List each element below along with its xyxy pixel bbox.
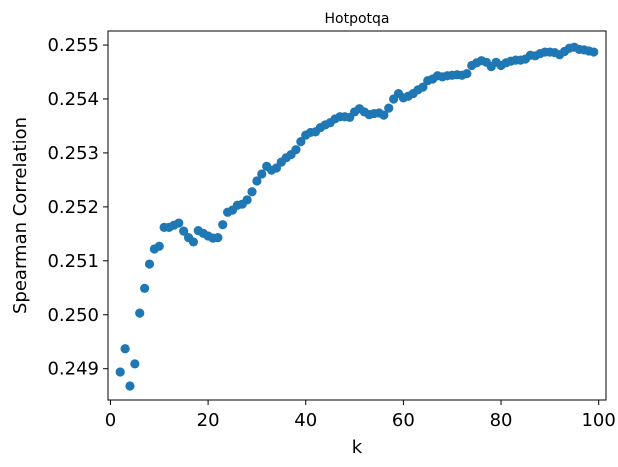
data-point: [291, 145, 301, 155]
x-tick-label: 60: [392, 410, 415, 431]
data-point: [188, 237, 199, 247]
data-points: [115, 42, 599, 391]
data-point: [247, 187, 257, 197]
data-point: [218, 220, 228, 230]
data-point: [130, 359, 140, 369]
data-point: [154, 241, 164, 251]
data-point: [242, 195, 252, 205]
data-point: [252, 176, 262, 186]
chart-title: Hotpotqa: [325, 11, 390, 27]
data-point: [144, 259, 155, 269]
x-tick-label: 100: [581, 410, 615, 431]
x-tick-label: 20: [197, 410, 220, 431]
data-point: [135, 308, 145, 318]
y-tick-label: 0.254: [47, 89, 99, 110]
y-axis: 0.249 0.250 0.251 0.252 0.253 0.254 0.255: [47, 35, 108, 380]
data-point: [589, 47, 599, 57]
data-point: [384, 103, 394, 113]
data-point: [379, 110, 389, 120]
data-point: [140, 283, 150, 293]
data-point: [418, 82, 428, 92]
y-tick-label: 0.252: [47, 197, 99, 218]
y-tick-label: 0.255: [47, 35, 99, 56]
y-tick-label: 0.249: [47, 359, 99, 380]
data-point: [462, 69, 472, 79]
data-point: [257, 169, 267, 179]
x-tick-label: 80: [490, 410, 513, 431]
x-axis-label: k: [352, 437, 363, 458]
y-tick-label: 0.251: [47, 251, 99, 272]
plot-frame: [107, 30, 607, 401]
x-tick-label: 0: [105, 410, 116, 431]
x-axis: 0 20 40 60 80 100: [105, 400, 616, 431]
data-point: [120, 344, 130, 354]
y-axis-label: Spearman Correlation: [10, 117, 31, 314]
data-point: [115, 367, 125, 377]
y-tick-label: 0.253: [47, 143, 99, 164]
data-point: [213, 233, 223, 243]
data-point: [179, 226, 189, 236]
y-tick-label: 0.250: [47, 305, 99, 326]
data-point: [125, 381, 135, 391]
data-point: [174, 218, 184, 228]
x-tick-label: 40: [294, 410, 317, 431]
data-point: [296, 136, 306, 147]
